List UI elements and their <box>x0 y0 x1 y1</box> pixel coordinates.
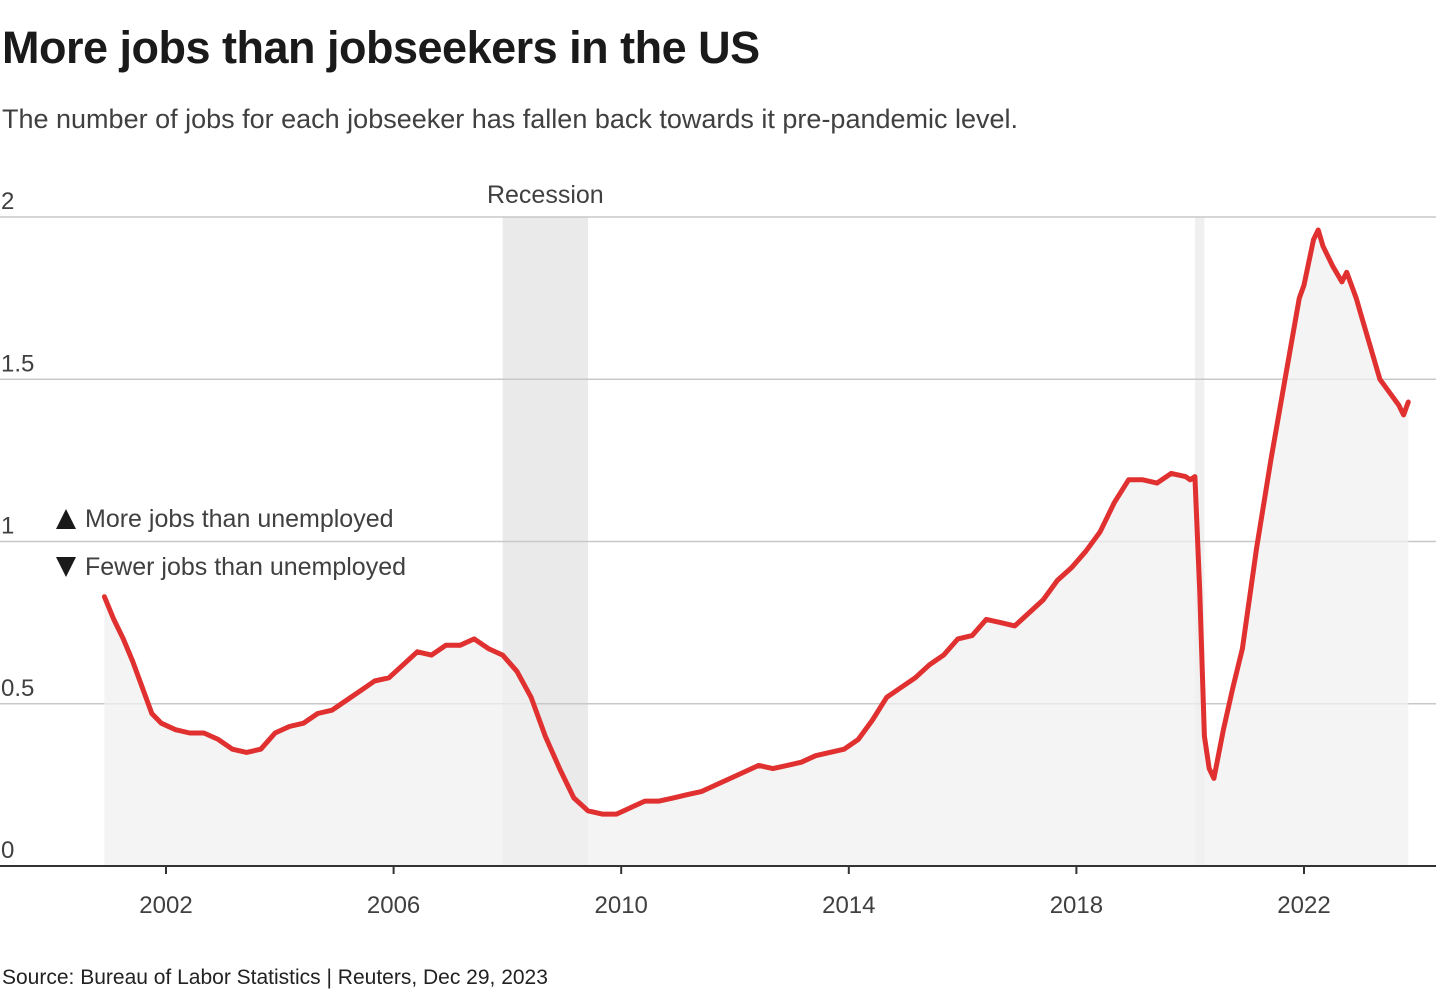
legend-up-label: More jobs than unemployed <box>85 505 394 533</box>
x-tick-label: 2006 <box>367 892 420 919</box>
y-tick-label: 1 <box>1 513 14 540</box>
x-tick-label: 2010 <box>595 892 648 919</box>
area-fill <box>104 230 1409 866</box>
legend: More jobs than unemployed Fewer jobs tha… <box>56 505 406 581</box>
x-axis <box>0 865 1436 874</box>
x-tick-label: 2022 <box>1277 892 1330 919</box>
source-note: Source: Bureau of Labor Statistics | Reu… <box>2 966 548 989</box>
recession-label: Recession <box>487 181 604 209</box>
y-tick-label: 2 <box>1 188 14 215</box>
triangle-up-icon <box>56 509 76 529</box>
chart-subtitle: The number of jobs for each jobseeker ha… <box>2 104 1019 134</box>
x-tick-label: 2002 <box>139 892 192 919</box>
y-tick-label: 1.5 <box>1 350 34 377</box>
legend-down-label: Fewer jobs than unemployed <box>85 553 406 581</box>
area-fill-group <box>104 230 1409 866</box>
x-tick-label: 2014 <box>822 892 875 919</box>
x-tick-label: 2018 <box>1050 892 1103 919</box>
series-line <box>101 227 1411 817</box>
gridlines <box>0 216 1436 705</box>
y-tick-label: 0 <box>1 837 14 864</box>
tick-labels: 0 0.5 1 1.5 2 2002 2006 2010 2014 2018 2022 <box>1 188 1331 919</box>
chart-title: More jobs than jobseekers in the US <box>2 22 760 73</box>
y-tick-label: 0.5 <box>1 675 34 702</box>
line-group <box>101 227 1411 817</box>
triangle-down-icon <box>56 557 76 577</box>
